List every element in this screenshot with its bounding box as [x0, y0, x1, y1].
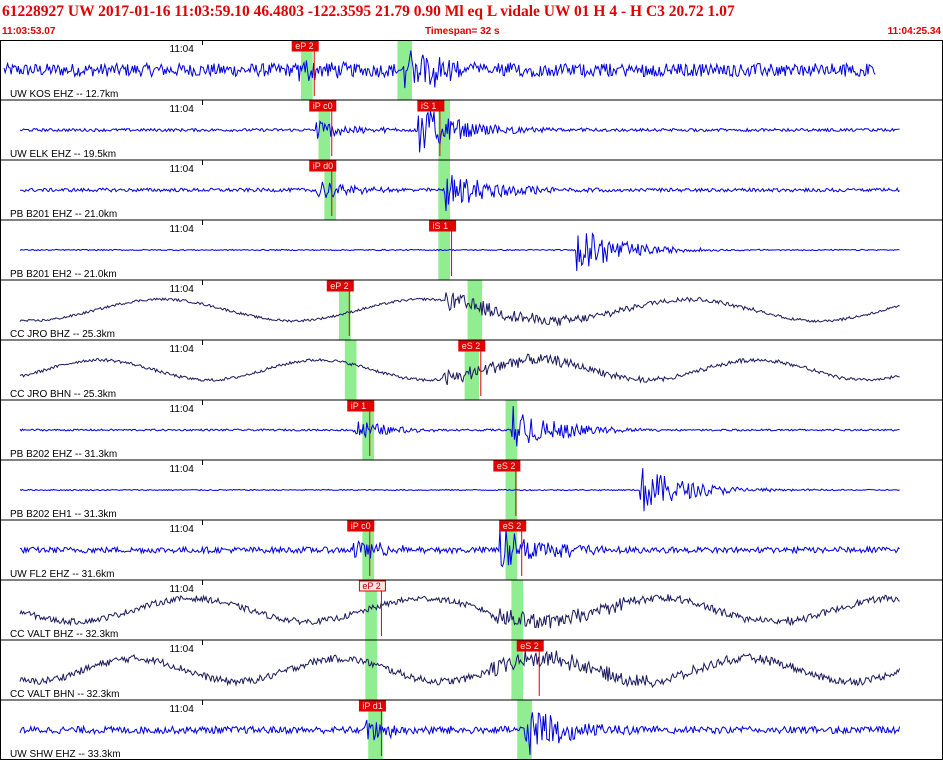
- s-window-8: [505, 520, 518, 580]
- seismogram-panel: 11:04 eP 2 UW KOS EHZ -- 12.7km 11:04 iP c0 i…: [0, 40, 943, 760]
- waveform-11: [19, 712, 901, 755]
- pick-label: iP d1: [362, 701, 382, 711]
- station-label: CC VALT BHN -- 32.3km: [10, 689, 119, 700]
- s-window-5: [464, 340, 480, 400]
- pick-label: eS 2: [462, 341, 481, 351]
- pick-label: iS 1: [433, 221, 449, 231]
- waveform-2: [19, 174, 900, 212]
- pick-box: [326, 280, 354, 292]
- pick-label: iP c0: [351, 521, 371, 531]
- waveform-7: [19, 468, 900, 512]
- waveform-8: [19, 528, 900, 568]
- station-label: UW KOS EHZ -- 12.7km: [10, 89, 118, 100]
- station-label: UW FL2 EHZ -- 31.6km: [10, 569, 114, 580]
- time-tick-label: 11:04: [170, 284, 195, 295]
- p-window-1: [318, 100, 331, 160]
- p-window-10: [365, 640, 377, 700]
- s-window-1: [438, 100, 451, 160]
- pick-label: eP 2: [362, 581, 380, 591]
- waveform-10: [19, 650, 901, 689]
- p-window-6: [362, 400, 375, 460]
- pick-box: [458, 340, 486, 352]
- station-label: CC JRO BHZ -- 25.3km: [10, 329, 115, 340]
- station-label: PB B201 EH2 -- 21.0km: [10, 269, 117, 280]
- time-tick-label: 11:04: [170, 644, 195, 655]
- pick-box: [429, 220, 457, 232]
- pick-label: iP c0: [313, 101, 333, 111]
- station-label: PB B202 EHZ -- 31.3km: [10, 449, 117, 460]
- time-tick-label: 11:04: [170, 224, 195, 235]
- pick-label: eS 2: [520, 641, 539, 651]
- pick-box: [347, 400, 375, 412]
- s-pick-label: iS 1: [421, 101, 437, 111]
- waveform-1: [19, 111, 900, 153]
- pick-box: [309, 100, 337, 112]
- waveform-9: [19, 594, 900, 629]
- pick-box: [358, 580, 386, 592]
- timespan-label: Timespan= 32 s: [425, 26, 500, 37]
- s-window-9: [511, 580, 524, 640]
- time-tick-label: 11:04: [170, 704, 195, 715]
- time-tick-label: 11:04: [170, 104, 195, 115]
- event-title: 61228927 UW 2017-01-16 11:03:59.10 46.48…: [2, 3, 735, 20]
- s-window-4: [467, 280, 483, 340]
- waveform-6: [19, 405, 900, 447]
- start-time: 11:03:53.07: [2, 26, 56, 37]
- pick-label: eP 2: [330, 281, 348, 291]
- waveform-4: [19, 292, 900, 327]
- p-window-0: [300, 40, 313, 100]
- pick-label: eS 2: [497, 461, 516, 471]
- s-window-10: [511, 640, 524, 700]
- s-pick-label: eS 2: [503, 521, 522, 531]
- pick-label: eP 2: [295, 41, 313, 51]
- s-pick-box: [417, 100, 445, 112]
- pick-box: [516, 640, 544, 652]
- station-label: UW ELK EHZ -- 19.5km: [10, 149, 116, 160]
- station-label: CC VALT BHZ -- 32.3km: [10, 629, 118, 640]
- waveform-3: [19, 232, 900, 272]
- pick-box: [347, 520, 375, 532]
- pick-box: [309, 160, 337, 172]
- p-window-4: [338, 280, 351, 340]
- pick-box: [358, 700, 386, 712]
- station-label: UW SHW EHZ -- 33.3km: [10, 749, 121, 760]
- pick-label: iP 1: [351, 401, 366, 411]
- s-pick-box: [499, 520, 527, 532]
- waveform-5: [19, 353, 900, 386]
- p-window-9: [365, 580, 377, 640]
- time-tick-label: 11:04: [170, 44, 195, 55]
- time-tick-label: 11:04: [170, 584, 195, 595]
- waveform-0: [3, 50, 876, 89]
- time-tick-label: 11:04: [170, 344, 195, 355]
- s-window-6: [505, 400, 518, 460]
- time-tick-label: 11:04: [170, 524, 195, 535]
- station-label: PB B201 EHZ -- 21.0km: [10, 209, 117, 220]
- end-time: 11:04:25.34: [887, 26, 941, 37]
- p-window-5: [344, 340, 357, 400]
- record-header: 61228927 UW 2017-01-16 11:03:59.10 46.48…: [0, 0, 943, 40]
- pick-box: [493, 460, 521, 472]
- time-tick-label: 11:04: [170, 164, 195, 175]
- p-window-2: [324, 160, 337, 220]
- station-label: CC JRO BHN -- 25.3km: [10, 389, 116, 400]
- station-label: PB B202 EH1 -- 31.3km: [10, 509, 117, 520]
- time-tick-label: 11:04: [170, 464, 195, 475]
- time-tick-label: 11:04: [170, 404, 195, 415]
- s-window-0: [397, 40, 413, 100]
- pick-label: iP d0: [313, 161, 333, 171]
